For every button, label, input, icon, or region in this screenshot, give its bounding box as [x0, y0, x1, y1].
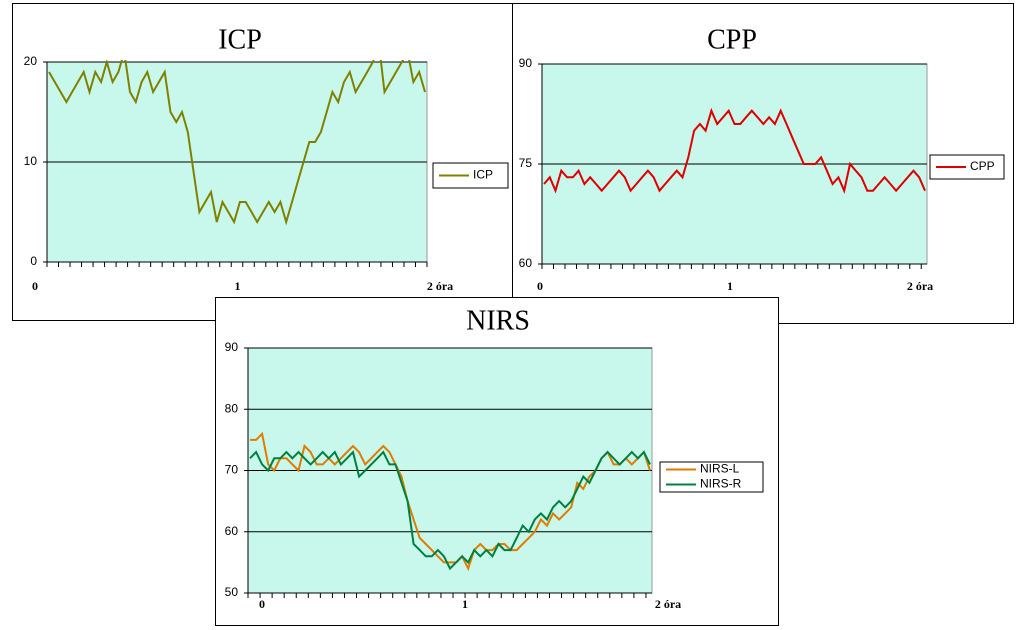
- chart-title: CPP: [707, 24, 757, 55]
- legend-box: [659, 461, 764, 493]
- chart-panel: CPP 60 75 90 0 1 2 óra CPP: [512, 3, 1014, 324]
- legend-label: NIRS-L: [700, 462, 740, 476]
- chart-title: NIRS: [466, 305, 530, 336]
- y-tick-label: 90: [225, 340, 239, 354]
- y-tick-label: 75: [519, 156, 533, 170]
- chart-panel: ICP 0 10 20 0 1 2 óra ICP: [12, 3, 513, 321]
- x-tick-label: 1: [235, 279, 241, 293]
- y-tick-label: 10: [24, 154, 38, 168]
- y-tick-label: 20: [24, 54, 38, 68]
- legend-label: ICP: [473, 168, 493, 182]
- y-tick-label: 80: [225, 401, 239, 415]
- y-tick-label: 60: [225, 524, 239, 538]
- x-tick-label: 2 óra: [655, 597, 681, 611]
- data-line: [250, 431, 651, 572]
- x-tick-label: 0: [259, 597, 265, 611]
- x-tick-label: 1: [462, 597, 468, 611]
- chart-title: ICP: [218, 24, 262, 55]
- x-tick-label: 0: [537, 279, 543, 293]
- y-tick-label: 0: [30, 254, 37, 268]
- legend-label: NIRS-R: [700, 477, 742, 491]
- x-tick-label: 1: [727, 279, 733, 293]
- legend-label: CPP: [970, 159, 995, 173]
- x-tick-label: 2 óra: [907, 279, 933, 293]
- y-tick-label: 70: [225, 463, 239, 477]
- y-tick-label: 60: [519, 256, 533, 270]
- x-tick-label: 2 óra: [427, 279, 453, 293]
- x-tick-label: 0: [32, 279, 38, 293]
- data-line: [249, 450, 651, 571]
- y-tick-label: 50: [225, 585, 239, 599]
- data-line: [48, 60, 426, 226]
- data-line: [543, 107, 926, 194]
- y-tick-label: 90: [519, 56, 533, 70]
